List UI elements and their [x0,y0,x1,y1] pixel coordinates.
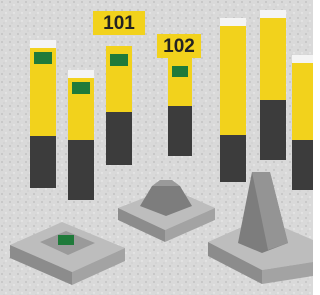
post [168,58,192,156]
post [68,70,94,200]
post [30,40,56,188]
page: 101 102 (() => { const data = JSON.parse… [0,0,313,295]
sign-101: 101 [93,11,145,35]
sign-label: 101 [103,13,135,34]
illustration: 101 102 [0,0,313,295]
sign-102: 102 [157,34,201,58]
sign-label: 102 [163,36,195,57]
post [292,55,313,190]
post [220,18,246,182]
post [260,10,286,160]
post [106,46,132,165]
